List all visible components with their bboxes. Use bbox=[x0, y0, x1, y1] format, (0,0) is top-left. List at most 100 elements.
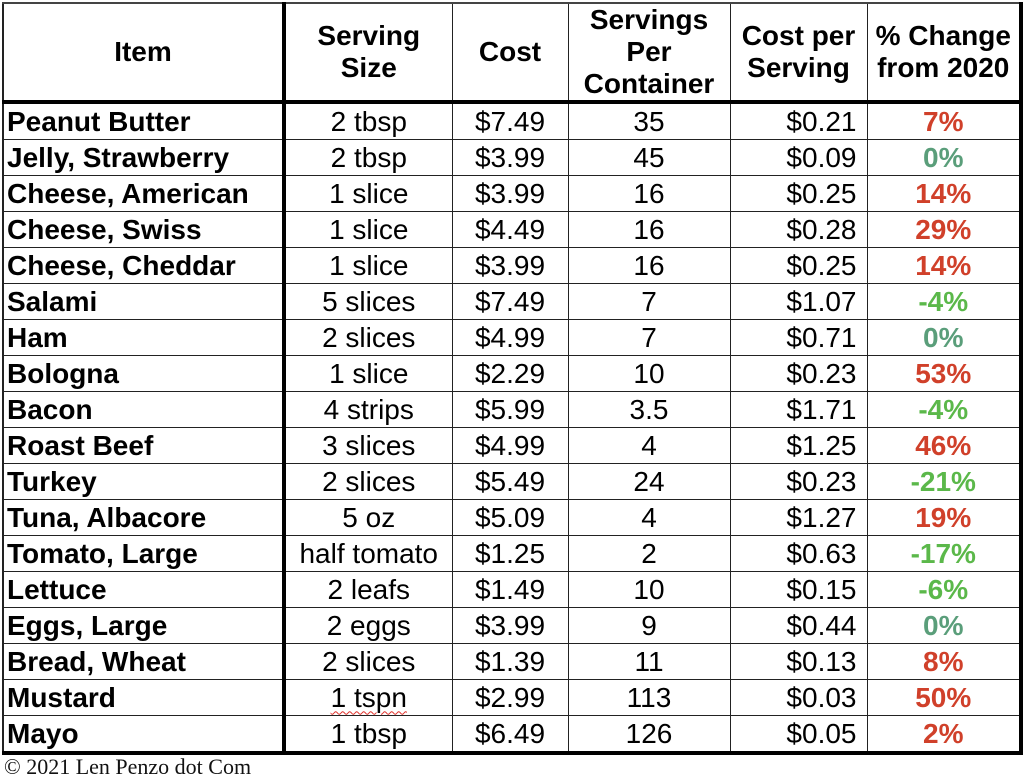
pct-change-cell: 0% bbox=[867, 139, 1022, 176]
pct-change: 8% bbox=[923, 645, 964, 677]
cost-per-serving-cell: $0.28 bbox=[730, 211, 868, 248]
cost: $1.49 bbox=[474, 573, 546, 605]
serving-size: 2 tbsp bbox=[330, 141, 407, 173]
cost-per-serving-cell: $1.71 bbox=[730, 391, 868, 428]
table-row: Cheese, Swiss 1 slice $4.49 16 $0.28 29% bbox=[3, 211, 1022, 248]
serving-size: 3 slices bbox=[322, 429, 416, 461]
item-name: Mustard bbox=[7, 681, 116, 713]
servings-per-container-cell: 126 bbox=[568, 715, 731, 754]
serving-size-cell: 2 slices bbox=[284, 643, 453, 680]
pct-change: 0% bbox=[923, 321, 964, 353]
serving-size: 2 leafs bbox=[327, 573, 411, 605]
serving-size: 5 oz bbox=[342, 501, 396, 533]
servings-per-container-cell: 113 bbox=[568, 679, 731, 716]
pct-change: 0% bbox=[923, 141, 964, 173]
servings-per-container-cell: 11 bbox=[568, 643, 731, 680]
pct-change-cell: 14% bbox=[867, 175, 1022, 212]
pct-change-cell: 0% bbox=[867, 319, 1022, 356]
cost-cell: $3.99 bbox=[452, 139, 569, 176]
cost: $4.99 bbox=[474, 321, 546, 353]
serving-size-cell: half tomato bbox=[284, 535, 453, 572]
table-row: Cheese, American 1 slice $3.99 16 $0.25 14% bbox=[3, 175, 1022, 212]
servings-per-container-cell: 35 bbox=[568, 102, 731, 140]
table-row: Lettuce 2 leafs $1.49 10 $0.15 -6% bbox=[3, 571, 1022, 608]
item-name: Peanut Butter bbox=[7, 105, 191, 137]
serving-size: 1 tbsp bbox=[330, 717, 407, 749]
cost-per-serving: $0.44 bbox=[786, 609, 857, 641]
cost: $1.39 bbox=[474, 645, 546, 677]
servings-per-container-cell: 7 bbox=[568, 319, 731, 356]
pct-change-cell: 50% bbox=[867, 679, 1022, 716]
item-name-cell: Ham bbox=[3, 319, 286, 356]
cost-cell: $4.99 bbox=[452, 319, 569, 356]
cost: $6.49 bbox=[474, 717, 546, 749]
cost-cell: $5.09 bbox=[452, 499, 569, 536]
servings-per-container-cell: 16 bbox=[568, 175, 731, 212]
serving-size-cell: 1 slice bbox=[284, 247, 453, 284]
header-cost-per-serving: Cost per Serving bbox=[730, 3, 868, 104]
header-serving-size: Serving Size bbox=[284, 3, 453, 104]
item-name-cell: Salami bbox=[3, 283, 286, 320]
serving-size: 2 slices bbox=[322, 321, 416, 353]
cost-per-serving-cell: $0.44 bbox=[730, 607, 868, 644]
cost-cell: $5.49 bbox=[452, 463, 569, 500]
servings-per-container: 113 bbox=[626, 681, 672, 713]
item-name-cell: Bacon bbox=[3, 391, 286, 428]
cost-per-serving-cell: $0.03 bbox=[730, 679, 868, 716]
serving-size-cell: 3 slices bbox=[284, 427, 453, 464]
cost-per-serving: $1.71 bbox=[786, 393, 857, 425]
cost-cell: $1.39 bbox=[452, 643, 569, 680]
serving-size: 2 slices bbox=[322, 645, 416, 677]
cost-per-serving-cell: $0.15 bbox=[730, 571, 868, 608]
pct-change: -4% bbox=[918, 393, 969, 425]
item-name-cell: Tuna, Albacore bbox=[3, 499, 286, 536]
table-row: Bacon 4 strips $5.99 3.5 $1.71 -4% bbox=[3, 391, 1022, 428]
cost: $5.09 bbox=[474, 501, 546, 533]
serving-size: 1 slice bbox=[329, 213, 409, 245]
cost-per-serving-cell: $1.27 bbox=[730, 499, 868, 536]
cost-per-serving: $0.25 bbox=[786, 177, 857, 209]
item-name: Bacon bbox=[7, 393, 93, 425]
cost-cell: $2.99 bbox=[452, 679, 569, 716]
item-name-cell: Bread, Wheat bbox=[3, 643, 286, 680]
cost: $4.99 bbox=[474, 429, 546, 461]
table-row: Peanut Butter 2 tbsp $7.49 35 $0.21 7% bbox=[3, 102, 1022, 140]
pct-change: 14% bbox=[915, 177, 972, 209]
servings-per-container-cell: 16 bbox=[568, 247, 731, 284]
pct-change: 29% bbox=[915, 213, 972, 245]
serving-size-cell: 5 oz bbox=[284, 499, 453, 536]
cost: $7.49 bbox=[474, 105, 546, 137]
servings-per-container: 7 bbox=[641, 321, 657, 353]
cost-per-serving: $0.15 bbox=[786, 573, 857, 605]
servings-per-container: 7 bbox=[641, 285, 657, 317]
cost-per-serving: $0.63 bbox=[786, 537, 857, 569]
pct-change: 46% bbox=[915, 429, 972, 461]
item-name: Ham bbox=[7, 321, 68, 353]
table-row: Roast Beef 3 slices $4.99 4 $1.25 46% bbox=[3, 427, 1022, 464]
cost-cell: $6.49 bbox=[452, 715, 569, 754]
pct-change: -4% bbox=[918, 285, 969, 317]
serving-size: 1 tspn bbox=[330, 681, 407, 713]
item-name: Bologna bbox=[7, 357, 119, 389]
serving-size: 1 slice bbox=[329, 249, 409, 281]
serving-size-cell: 2 slices bbox=[284, 463, 453, 500]
cost-per-serving-cell: $0.25 bbox=[730, 247, 868, 284]
header-pct-change: % Change from 2020 bbox=[867, 3, 1022, 104]
cost-cell: $2.29 bbox=[452, 355, 569, 392]
servings-per-container: 2 bbox=[641, 537, 657, 569]
serving-size: 1 slice bbox=[329, 177, 409, 209]
servings-per-container-cell: 7 bbox=[568, 283, 731, 320]
cost-per-serving-cell: $0.13 bbox=[730, 643, 868, 680]
header-cost: Cost bbox=[452, 3, 569, 104]
cost-cell: $7.49 bbox=[452, 283, 569, 320]
table-row: Bread, Wheat 2 slices $1.39 11 $0.13 8% bbox=[3, 643, 1022, 680]
cost: $2.29 bbox=[474, 357, 546, 389]
table-row: Eggs, Large 2 eggs $3.99 9 $0.44 0% bbox=[3, 607, 1022, 644]
pct-change-cell: 7% bbox=[867, 102, 1022, 140]
item-name-cell: Bologna bbox=[3, 355, 286, 392]
servings-per-container-cell: 4 bbox=[568, 499, 731, 536]
table-row: Bologna 1 slice $2.29 10 $0.23 53% bbox=[3, 355, 1022, 392]
servings-per-container-cell: 24 bbox=[568, 463, 731, 500]
cost-per-serving: $0.23 bbox=[786, 357, 857, 389]
